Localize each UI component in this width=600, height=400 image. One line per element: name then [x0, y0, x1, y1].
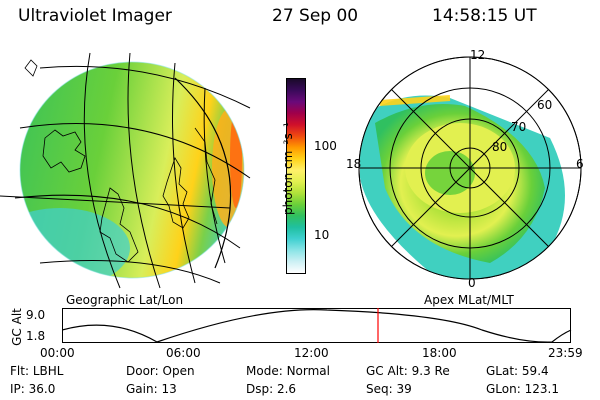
mlt-label-6: 6	[576, 157, 584, 171]
mlat-label-80: 80	[492, 140, 508, 154]
magnetic-polar-plot	[358, 56, 582, 280]
mlat-label-60: 60	[537, 98, 553, 112]
info-door: Door: Open	[126, 364, 195, 378]
altitude-ylabel: GC Alt	[10, 308, 24, 346]
image-time: 14:58:15 UT	[432, 6, 537, 26]
colorbar-unit-label: photon cm⁻²s⁻¹	[281, 122, 295, 215]
xtick-0600: 06:00	[166, 346, 201, 360]
altitude-ytick-min: 1.8	[26, 329, 46, 343]
altitude-plot	[62, 308, 572, 343]
info-gc-alt: GC Alt: 9.3 Re	[366, 364, 450, 378]
xtick-2359: 23:59	[548, 346, 583, 360]
info-flt: Flt: LBHL	[10, 364, 64, 378]
info-seq: Seq: 39	[366, 382, 412, 396]
info-mode: Mode: Normal	[246, 364, 330, 378]
color-scale-bar	[286, 78, 306, 274]
geographic-image	[0, 52, 251, 289]
geographic-caption: Geographic Lat/Lon	[66, 293, 184, 307]
mlt-label-18: 18	[346, 157, 362, 171]
altitude-curve	[62, 309, 572, 343]
magnetic-caption: Apex MLat/MLT	[424, 293, 514, 307]
mlat-label-70: 70	[511, 120, 527, 134]
info-gain: Gain: 13	[126, 382, 177, 396]
instrument-title: Ultraviolet Imager	[18, 6, 172, 26]
info-ip: IP: 36.0	[10, 382, 56, 396]
info-glon: GLon: 123.1	[486, 382, 559, 396]
info-dsp: Dsp: 2.6	[246, 382, 297, 396]
xtick-1200: 12:00	[294, 346, 329, 360]
image-date: 27 Sep 00	[272, 6, 359, 26]
xtick-1800: 18:00	[422, 346, 457, 360]
colorbar-tick-100: 100	[314, 139, 337, 153]
info-glat: GLat: 59.4	[486, 364, 549, 378]
mlt-label-0: 0	[468, 276, 476, 290]
mlt-label-12: 12	[470, 48, 486, 62]
colorbar-tick-10: 10	[314, 228, 330, 242]
xtick-0000: 00:00	[40, 346, 75, 360]
altitude-ytick-max: 9.0	[26, 308, 46, 322]
